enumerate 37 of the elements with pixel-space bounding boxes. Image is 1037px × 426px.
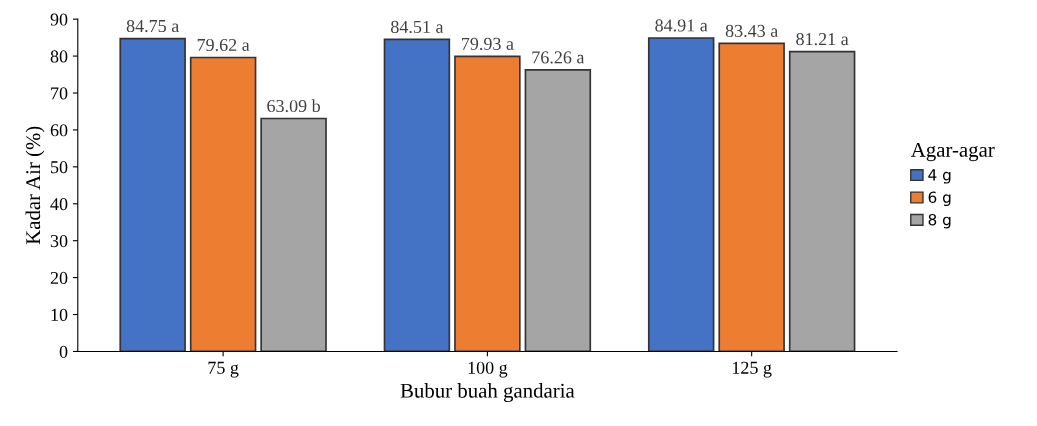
data-label: 79.93 a (462, 37, 514, 50)
bar (788, 50, 856, 352)
data-label: 76.26 a (532, 51, 585, 64)
data-label: 84.51 a (391, 20, 444, 34)
legend-label: 8 g (928, 213, 951, 229)
x-tick-label: 100 g (468, 361, 508, 378)
y-tick-label: 60 (50, 124, 68, 137)
y-tick-label: 20 (50, 271, 68, 285)
bar (524, 69, 592, 352)
bar (454, 55, 521, 352)
data-label: 84.91 a (655, 19, 708, 32)
y-tick-label: 30 (50, 234, 68, 248)
data-label: 83.43 a (725, 24, 778, 38)
legend-label: 6 g (928, 191, 951, 206)
y-axis-title: Kadar Air (%) (25, 126, 45, 245)
y-tick-label: 90 (50, 13, 68, 26)
bar (189, 56, 257, 352)
data-label: 79.62 a (197, 38, 250, 52)
x-tick-label: 75 g (208, 361, 239, 378)
bar (260, 117, 327, 352)
y-tick-label: 0 (59, 345, 68, 358)
y-tick-label: 10 (51, 308, 68, 321)
legend-label: 4 g (928, 169, 951, 184)
y-tick-label: 70 (51, 87, 68, 100)
x-axis-title: Bubur buah gandaria (400, 383, 575, 403)
data-label: 81.21 a (796, 32, 849, 46)
legend-title: Agar-agar (910, 142, 995, 162)
bar (647, 37, 715, 352)
y-tick-label: 80 (50, 50, 68, 63)
data-label: 84.75 a (126, 19, 179, 33)
data-label: 63.09 b (267, 99, 320, 113)
y-tick-label: 40 (50, 198, 68, 211)
bar (383, 38, 451, 352)
y-tick-label: 50 (51, 161, 68, 174)
bar (718, 42, 785, 352)
bar (119, 37, 186, 352)
x-tick-label: 125 g (732, 361, 772, 378)
